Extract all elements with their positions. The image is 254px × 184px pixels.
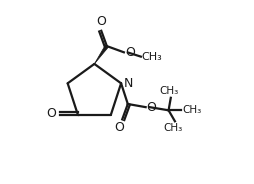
Text: CH₃: CH₃ xyxy=(164,123,183,133)
Text: O: O xyxy=(147,101,156,114)
Text: O: O xyxy=(96,15,106,28)
Text: O: O xyxy=(47,107,56,120)
Text: N: N xyxy=(123,77,133,90)
Text: O: O xyxy=(125,46,135,59)
Text: CH₃: CH₃ xyxy=(142,52,163,62)
Text: CH₃: CH₃ xyxy=(183,105,202,115)
Polygon shape xyxy=(94,45,108,64)
Text: O: O xyxy=(115,121,124,134)
Text: CH₃: CH₃ xyxy=(159,86,179,96)
